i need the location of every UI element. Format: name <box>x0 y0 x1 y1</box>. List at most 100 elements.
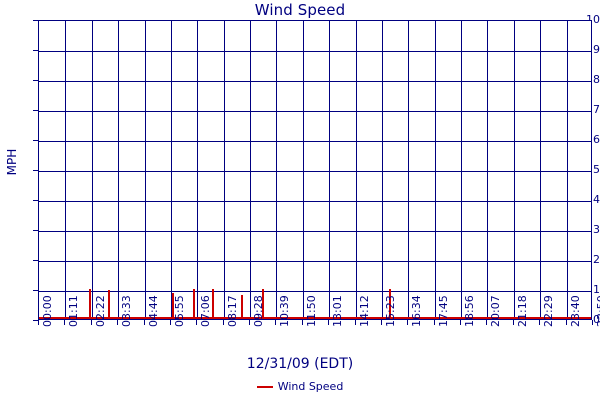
gridline-vertical <box>435 21 436 319</box>
x-axis-tick-label: 18:56 <box>463 295 476 327</box>
x-axis-tick-mark <box>566 320 567 325</box>
x-axis-tick-label: 03:33 <box>120 295 133 327</box>
y-axis-tick-mark <box>33 110 38 111</box>
gridline-vertical <box>461 21 462 319</box>
y-axis-tick-label: 9 <box>593 43 600 56</box>
gridline-vertical <box>250 21 251 319</box>
gridline-horizontal <box>39 201 591 202</box>
gridline-horizontal <box>39 291 591 292</box>
y-axis-tick-label: 2 <box>593 253 600 266</box>
x-axis-tick-mark <box>328 320 329 325</box>
x-axis-tick-mark <box>117 320 118 325</box>
x-axis-tick-mark <box>196 320 197 325</box>
x-axis-tick-label: 00:00 <box>41 295 54 327</box>
gridline-vertical <box>118 21 119 319</box>
y-axis-tick-mark <box>33 50 38 51</box>
x-axis-tick-label: 11:50 <box>305 295 318 327</box>
gridline-vertical <box>487 21 488 319</box>
data-spike <box>172 293 174 319</box>
y-axis-tick-label: 1 <box>593 283 600 296</box>
x-axis-tick-label: 14:12 <box>358 295 371 327</box>
x-axis-title: 12/31/09 (EDT) <box>246 356 354 372</box>
x-axis-tick-label: 23:50 <box>595 295 600 327</box>
x-axis-tick-label: 04:44 <box>147 295 160 327</box>
gridline-vertical <box>145 21 146 319</box>
gridline-vertical <box>197 21 198 319</box>
gridline-vertical <box>382 21 383 319</box>
data-spike <box>193 289 195 319</box>
gridline-vertical <box>65 21 66 319</box>
data-spike <box>212 289 214 319</box>
gridline-horizontal <box>39 81 591 82</box>
y-axis-title: MPH <box>5 148 19 176</box>
plot-area <box>38 20 592 320</box>
gridline-vertical <box>540 21 541 319</box>
y-axis-tick-mark <box>33 290 38 291</box>
x-axis-tick-mark <box>91 320 92 325</box>
y-axis-tick-label: 7 <box>593 103 600 116</box>
x-axis-tick-label: 22:29 <box>542 295 555 327</box>
chart-legend: Wind Speed <box>0 380 600 393</box>
y-axis-tick-mark <box>33 260 38 261</box>
y-axis-tick-mark <box>33 20 38 21</box>
x-axis-tick-label: 01:11 <box>67 295 80 327</box>
x-axis-tick-label: 23:40 <box>569 295 582 327</box>
x-axis-tick-mark <box>486 320 487 325</box>
gridline-vertical <box>224 21 225 319</box>
x-axis-tick-mark <box>434 320 435 325</box>
data-spike <box>389 289 391 319</box>
x-axis-tick-mark <box>513 320 514 325</box>
x-axis-tick-mark <box>275 320 276 325</box>
chart-title: Wind Speed <box>254 1 346 19</box>
legend-item: Wind Speed <box>256 380 344 393</box>
gridline-vertical <box>356 21 357 319</box>
x-axis-tick-label: 05:55 <box>173 295 186 327</box>
gridline-horizontal <box>39 141 591 142</box>
x-axis-tick-label: 10:39 <box>278 295 291 327</box>
series-baseline <box>39 317 591 319</box>
x-axis-tick-mark <box>144 320 145 325</box>
x-axis-tick-mark <box>64 320 65 325</box>
y-axis-tick-mark <box>33 170 38 171</box>
y-axis-tick-label: 6 <box>593 133 600 146</box>
y-axis-tick-mark <box>33 320 38 321</box>
x-axis-tick-mark <box>170 320 171 325</box>
x-axis-tick-mark <box>460 320 461 325</box>
x-axis-tick-label: 08:17 <box>226 295 239 327</box>
gridline-horizontal <box>39 231 591 232</box>
data-spike <box>89 289 91 319</box>
x-axis-tick-label: 16:34 <box>410 295 423 327</box>
legend-label: Wind Speed <box>277 380 344 393</box>
y-axis-tick-mark <box>33 80 38 81</box>
x-axis-tick-mark <box>592 320 593 325</box>
x-axis-tick-label: 09:28 <box>252 295 265 327</box>
x-axis-tick-label: 21:18 <box>516 295 529 327</box>
y-axis-tick-label: 4 <box>593 193 600 206</box>
x-axis-tick-mark <box>249 320 250 325</box>
x-axis-tick-mark <box>539 320 540 325</box>
x-axis-tick-label: 07:06 <box>199 295 212 327</box>
gridline-horizontal <box>39 261 591 262</box>
y-axis-tick-mark <box>33 200 38 201</box>
x-axis-tick-mark <box>38 320 39 325</box>
y-axis-tick-label: 10 <box>586 13 600 26</box>
gridline-vertical <box>514 21 515 319</box>
y-axis-tick-label: 8 <box>593 73 600 86</box>
gridline-horizontal <box>39 111 591 112</box>
x-axis-tick-label: 20:07 <box>489 295 502 327</box>
x-axis-tick-mark <box>355 320 356 325</box>
x-axis-tick-label: 13:01 <box>331 295 344 327</box>
x-axis-tick-label: 17:45 <box>437 295 450 327</box>
y-axis-tick-label: 0 <box>593 313 600 326</box>
y-axis-tick-mark <box>33 140 38 141</box>
y-axis-tick-label: 3 <box>593 223 600 236</box>
gridline-vertical <box>92 21 93 319</box>
gridline-vertical <box>171 21 172 319</box>
gridline-vertical <box>303 21 304 319</box>
x-axis-tick-mark <box>302 320 303 325</box>
x-axis-tick-mark <box>407 320 408 325</box>
gridline-vertical <box>567 21 568 319</box>
x-axis-tick-label: 15:23 <box>384 295 397 327</box>
y-axis-tick-mark <box>33 230 38 231</box>
